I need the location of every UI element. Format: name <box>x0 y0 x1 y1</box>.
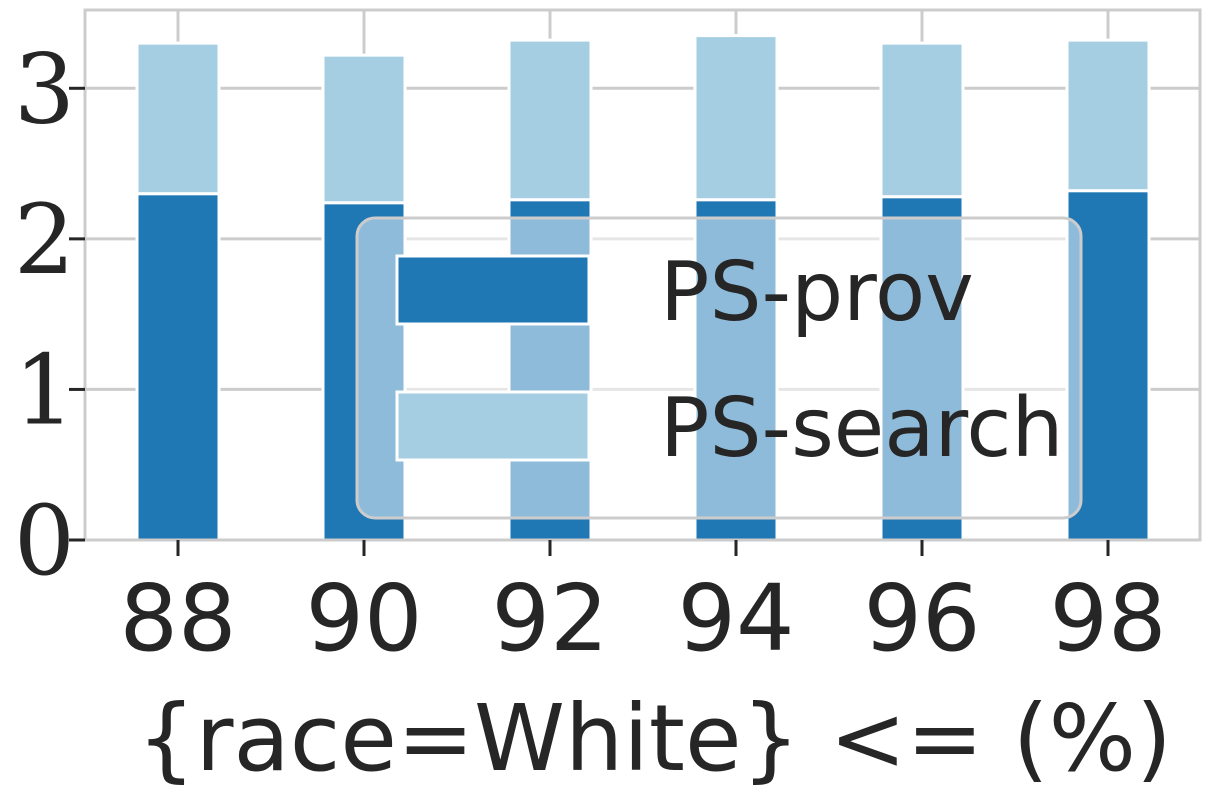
bar-ps-search-90 <box>321 53 407 205</box>
bar-ps-search-94 <box>693 34 779 202</box>
legend-label-ps-search: PS-search <box>660 381 1063 476</box>
bar-ps-prov-88 <box>135 192 221 542</box>
x-tick-label: 98 <box>1049 565 1166 672</box>
y-tick-label: 3 <box>14 33 75 145</box>
legend: PS-prov PS-search <box>355 216 1083 520</box>
legend-swatch-ps-prov <box>395 254 591 326</box>
x-axis-label: {race=White} <= (%) <box>137 685 1172 792</box>
y-tick-labels: 0 1 2 3 <box>14 33 75 597</box>
bar-ps-search-92 <box>507 38 593 202</box>
x-tick-label: 88 <box>119 565 236 672</box>
bar-ps-search-88 <box>135 41 221 196</box>
x-tick-label: 92 <box>491 565 608 672</box>
x-tick-labels: 88 90 92 94 96 98 <box>119 565 1166 672</box>
x-tick-label: 94 <box>677 565 794 672</box>
legend-swatch-ps-search <box>395 390 591 462</box>
x-tick-label: 96 <box>863 565 980 672</box>
y-tick-label: 1 <box>14 334 75 446</box>
y-tick-label: 0 <box>14 485 75 597</box>
bar-ps-search-96 <box>879 41 965 199</box>
x-tick-label: 90 <box>305 565 422 672</box>
bar-ps-search-98 <box>1065 38 1151 193</box>
plot-frame <box>83 8 1202 542</box>
axis-ticks <box>69 86 1110 556</box>
y-tick-label: 2 <box>14 184 75 296</box>
legend-label-ps-prov: PS-prov <box>660 245 974 340</box>
